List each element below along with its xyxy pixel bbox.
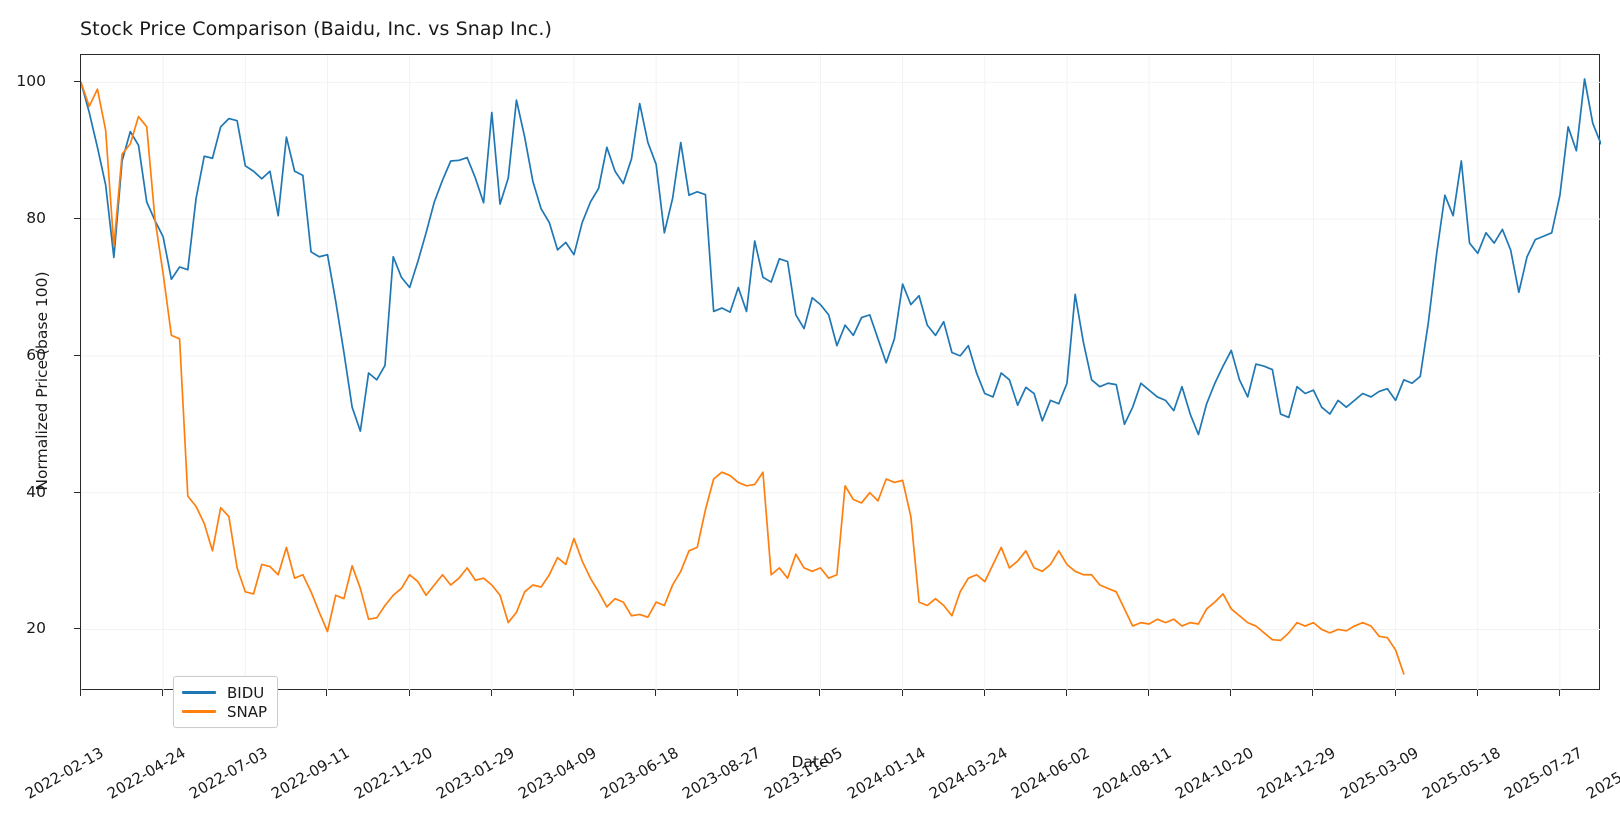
y-axis-tick-mark	[74, 354, 80, 356]
legend-label: BIDU	[227, 683, 265, 702]
legend-swatch-snap	[182, 710, 216, 713]
x-axis-tick-mark	[162, 690, 164, 696]
x-axis-tick-mark	[1394, 690, 1396, 696]
x-axis-label: Date	[791, 753, 829, 771]
x-axis-tick-mark	[408, 690, 410, 696]
legend-item-bidu[interactable]: BIDU	[182, 683, 267, 702]
x-axis-tick-mark	[1312, 690, 1314, 696]
y-axis-tick-label: 60	[26, 345, 46, 364]
x-axis-tick-label-wrap: 2025-07-27	[1501, 700, 1620, 803]
legend-item-snap[interactable]: SNAP	[182, 702, 267, 721]
x-axis-tick-mark	[983, 690, 985, 696]
x-axis-tick-mark	[80, 690, 81, 696]
series-line-snap	[81, 81, 1405, 675]
x-axis-tick-mark	[490, 690, 492, 696]
legend-label: SNAP	[227, 702, 268, 721]
y-axis-tick-mark	[74, 218, 80, 220]
chart-legend[interactable]: BIDU SNAP	[173, 676, 279, 728]
y-axis-tick-label: 100	[16, 72, 46, 91]
y-axis-tick-mark	[74, 81, 80, 83]
x-axis-tick-mark	[572, 690, 574, 696]
x-axis-tick-mark	[1558, 690, 1560, 696]
y-axis-label: Normalized Price (base 100)	[33, 271, 51, 491]
gridlines	[81, 55, 1601, 691]
plot-area: BIDU SNAP	[80, 54, 1601, 728]
x-axis-tick-mark	[655, 690, 657, 696]
x-axis-tick-mark	[244, 690, 246, 696]
x-axis-tick-mark	[1476, 690, 1478, 696]
series-line-bidu	[81, 78, 1601, 436]
x-axis-tick-mark	[1148, 690, 1150, 696]
y-axis-tick-label: 20	[26, 619, 46, 638]
x-axis-tick-mark	[737, 690, 739, 696]
series-lines	[81, 78, 1601, 675]
y-axis-tick-label: 40	[26, 482, 46, 501]
x-axis-tick-mark	[901, 690, 903, 696]
y-axis-tick-label: 80	[26, 209, 46, 228]
y-axis-tick-labels: 20 40 60 80 100	[0, 54, 68, 690]
plot-lines	[81, 55, 1601, 691]
x-axis-tick-mark	[326, 690, 328, 696]
chart-title: Stock Price Comparison (Baidu, Inc. vs S…	[80, 18, 553, 40]
y-axis-tick-mark	[74, 491, 80, 493]
x-axis-tick-mark	[1065, 690, 1067, 696]
legend-swatch-bidu	[182, 691, 216, 694]
x-axis-tick-mark	[1230, 690, 1232, 696]
y-axis-tick-mark	[74, 628, 80, 630]
x-axis-tick-mark	[819, 690, 821, 696]
